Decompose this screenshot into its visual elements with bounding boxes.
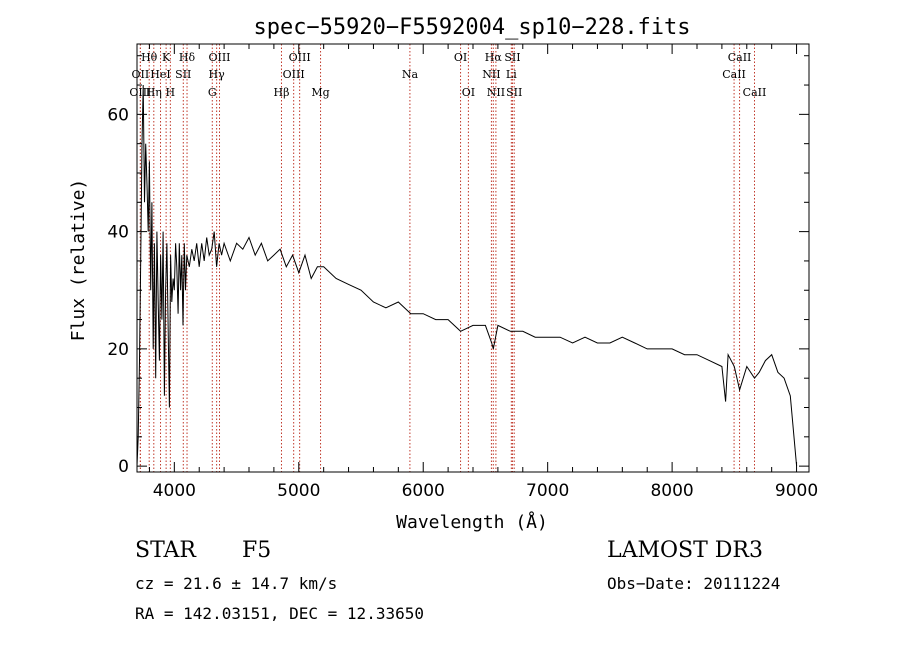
survey-name: LAMOST DR3 bbox=[607, 538, 763, 563]
emission-line-label: OIII bbox=[283, 68, 305, 81]
object-class: STAR bbox=[135, 538, 196, 563]
emission-line-label: OI bbox=[454, 51, 467, 64]
x-tick-label: 7000 bbox=[526, 481, 569, 501]
emission-line-markers bbox=[139, 44, 755, 472]
emission-line-label: OIII bbox=[289, 51, 311, 64]
axis-tick-labels: 4000 5000 6000 7000 8000 9000 0 20 40 60 bbox=[107, 105, 818, 501]
obs-date: Obs−Date: 20111224 bbox=[607, 574, 781, 593]
emission-line-label: G bbox=[208, 86, 217, 99]
spectrum-series bbox=[136, 84, 798, 467]
emission-line-label: Hδ bbox=[179, 51, 196, 64]
emission-line-label: OI bbox=[462, 86, 475, 99]
emission-line-label: HeI bbox=[150, 68, 170, 81]
spectrum-line bbox=[136, 84, 798, 467]
emission-line-label: K bbox=[162, 51, 171, 64]
emission-line-label: OIII bbox=[208, 51, 230, 64]
y-tick-label: 0 bbox=[118, 457, 129, 477]
emission-line-label: OIII bbox=[129, 86, 151, 99]
emission-line-label: Li bbox=[506, 68, 517, 81]
axis-ticks bbox=[137, 44, 809, 472]
y-axis-label: Flux (relative) bbox=[68, 179, 89, 342]
emission-line-label: OII bbox=[132, 68, 150, 81]
coordinates: RA = 142.03151, DEC = 12.33650 bbox=[135, 604, 424, 623]
y-tick-label: 60 bbox=[107, 105, 129, 125]
emission-line-label: NII bbox=[487, 86, 505, 99]
emission-line-label: Hθ bbox=[141, 51, 158, 64]
x-tick-label: 9000 bbox=[775, 481, 818, 501]
emission-line-label: NII bbox=[482, 68, 500, 81]
emission-line-label: Hγ bbox=[209, 68, 226, 81]
emission-line-label: Hη bbox=[146, 86, 162, 99]
emission-line-label: CaII bbox=[728, 51, 752, 64]
emission-line-label: SII bbox=[506, 86, 522, 99]
chart-title: spec−55920−F5592004_sp10−228.fits bbox=[253, 15, 690, 40]
emission-line-label: SII bbox=[175, 68, 191, 81]
plot-frame bbox=[136, 43, 810, 473]
x-tick-label: 8000 bbox=[650, 481, 693, 501]
emission-line-label: Hα bbox=[485, 51, 503, 64]
y-tick-label: 20 bbox=[107, 340, 129, 360]
emission-line-label: H bbox=[166, 86, 176, 99]
object-subclass: F5 bbox=[242, 538, 272, 563]
emission-line-label: SII bbox=[504, 51, 520, 64]
y-tick-label: 40 bbox=[107, 223, 129, 243]
x-tick-label: 4000 bbox=[153, 481, 196, 501]
emission-line-label: Na bbox=[402, 68, 419, 81]
emission-line-label: CaII bbox=[743, 86, 767, 99]
x-axis-label: Wavelength (Å) bbox=[396, 511, 548, 533]
x-tick-label: 6000 bbox=[402, 481, 445, 501]
x-tick-label: 5000 bbox=[277, 481, 320, 501]
emission-line-label: CaII bbox=[722, 68, 746, 81]
redshift-info: cz = 21.6 ± 14.7 km/s bbox=[135, 574, 338, 593]
emission-line-label: Mg bbox=[311, 86, 329, 99]
emission-line-label: Hβ bbox=[274, 86, 290, 99]
